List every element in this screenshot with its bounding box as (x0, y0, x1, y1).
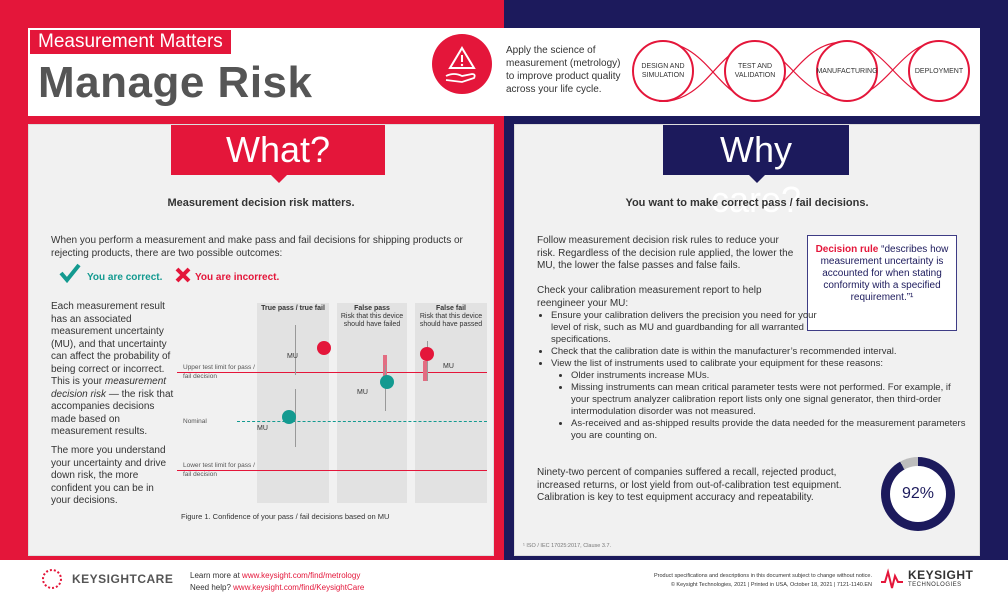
false-pass-dot (380, 375, 394, 389)
keysight-logo: KEYSIGHT TECHNOLOGIES (880, 566, 980, 594)
lower-limit-line (177, 470, 487, 471)
mu-label-3: MU (357, 389, 368, 396)
col-falsepass-desc: Risk that this device should have failed (340, 313, 404, 328)
nominal-line (237, 421, 487, 422)
body-text-a: Each measurement result has an associate… (51, 301, 171, 387)
upper-limit-label: Upper test limit for pass / fail decisio… (183, 364, 255, 380)
checklist-subitem: As-received and as-shipped results provi… (571, 418, 967, 442)
body-text-em: measurement decision risk (51, 376, 167, 400)
why-badge: Why care? (663, 125, 849, 220)
pass-measurement-dot (282, 410, 296, 424)
incorrect-label: You are incorrect. (195, 272, 280, 283)
col-falsefail-desc: Risk that this device should have passed (419, 313, 483, 328)
metrology-link[interactable]: www.keysight.com/find/metrology (242, 571, 361, 580)
check-icon (59, 263, 81, 288)
fail-measurement-dot (317, 341, 331, 355)
lifecycle-design: DESIGN AND SIMULATION (632, 40, 694, 102)
col-falsefail-bg (415, 303, 487, 503)
keysight-wave-icon (881, 568, 903, 589)
what-intro: When you perform a measurement and make … (51, 235, 463, 259)
checklist-subitem: Older instruments increase MUs. (571, 370, 967, 382)
footer-learn: Learn more at www.keysight.com/find/metr… (190, 570, 360, 582)
keysightcare-link[interactable]: www.keysight.com/find/KeysightCare (233, 583, 365, 592)
lifecycle-test: TEST AND VALIDATION (724, 40, 786, 102)
col-falsefail-header: False fail Risk that this device should h… (415, 305, 487, 329)
keysight-care-logo: KEYSIGHTCARE (34, 568, 178, 590)
mu-range-true-top (295, 325, 296, 375)
care-logo-text: KEYSIGHTCARE (72, 572, 174, 586)
footer-legal: Product specifications and descriptions … (600, 572, 872, 590)
lifecycle-diagram: DESIGN AND SIMULATION TEST AND VALIDATIO… (628, 36, 974, 102)
mu-label-2: MU (257, 425, 268, 432)
checklist-item: Ensure your calibration delivers the pre… (551, 310, 821, 346)
statistic-value: 92% (890, 466, 946, 522)
false-fail-risk-bar (423, 361, 427, 381)
lifecycle-deployment: DEPLOYMENT (908, 40, 970, 102)
why-panel: Why care? You want to make correct pass … (514, 124, 980, 556)
decision-rule-box: Decision rule “describes how measurement… (807, 235, 957, 331)
help-prefix: Need help? (190, 583, 231, 592)
col-true-header: True pass / true fail (257, 305, 329, 313)
care-graphic-icon (42, 569, 62, 589)
what-body-1: Each measurement result has an associate… (51, 301, 175, 439)
why-heading: You want to make correct pass / fail dec… (625, 197, 869, 209)
what-badge-tail (271, 175, 287, 183)
subtitle-tag: Measurement Matters (30, 30, 231, 54)
upper-limit-line (177, 372, 487, 373)
why-para-2: Check your calibration measurement repor… (537, 285, 762, 309)
tagline: Apply the science of measurement (metrol… (506, 45, 621, 95)
why-badge-tail (749, 175, 765, 183)
uncertainty-figure: True pass / true fail False pass Risk tha… (177, 303, 487, 503)
checklist-item: Check that the calibration date is withi… (551, 346, 967, 358)
footnote: ¹ ISO / IEC 17025:2017, Clause 3.7. (523, 543, 612, 549)
risk-hand-icon (432, 34, 492, 94)
footer-copyright: © Keysight Technologies, 2021 | Printed … (670, 582, 872, 588)
mu-label-1: MU (287, 353, 298, 360)
col-falsepass-header: False pass Risk that this device should h… (337, 305, 407, 329)
checklist-item: View the list of instruments used to cal… (551, 358, 967, 370)
checklist-subitem: Missing instruments can mean critical pa… (571, 382, 967, 418)
col-falsefail-title: False fail (436, 305, 466, 312)
col-falsepass-title: False pass (354, 305, 390, 312)
lifecycle-connector (658, 41, 941, 102)
what-badge: What? (171, 125, 385, 175)
body-text-b: — the risk that accompanies decisions ma… (51, 388, 174, 438)
decision-rule-title: Decision rule (815, 244, 879, 255)
footer-disclaimer: Product specifications and descriptions … (654, 573, 872, 579)
learn-prefix: Learn more at (190, 571, 240, 580)
keysight-brand: KEYSIGHT (908, 568, 974, 582)
col-falsepass-bg (337, 303, 407, 503)
recall-statistic-text: Ninety-two percent of companies suffered… (537, 467, 842, 503)
page-title: Manage Risk (38, 58, 313, 107)
mu-range-falsefail (427, 341, 428, 381)
what-body-2: The more you understand your uncertainty… (51, 445, 167, 506)
col-true-title: True pass / true fail (261, 305, 325, 312)
what-panel: What? Measurement decision risk matters.… (28, 124, 494, 556)
statistic-donut: 92% (881, 457, 955, 531)
lower-limit-label: Lower test limit for pass / fail decisio… (183, 462, 255, 478)
footer-help: Need help? www.keysight.com/find/Keysigh… (190, 582, 364, 594)
keysight-brand-sub: TECHNOLOGIES (908, 582, 962, 588)
lifecycle-manufacturing: MANUFACTURING (816, 40, 878, 102)
false-fail-dot (420, 347, 434, 361)
decision-rule-text: “describes how measurement uncertainty i… (820, 244, 949, 303)
nominal-label: Nominal (183, 418, 207, 425)
cross-icon (175, 267, 191, 288)
why-para-1: Follow measurement decision risk rules t… (537, 235, 794, 271)
figure-caption: Figure 1. Confidence of your pass / fail… (181, 512, 390, 521)
what-heading: Measurement decision risk matters. (167, 197, 355, 209)
correct-label: You are correct. (87, 272, 163, 283)
mu-label-4: MU (443, 363, 454, 370)
col-true-bg (257, 303, 329, 503)
calibration-checklist: Ensure your calibration delivers the pre… (537, 310, 967, 442)
